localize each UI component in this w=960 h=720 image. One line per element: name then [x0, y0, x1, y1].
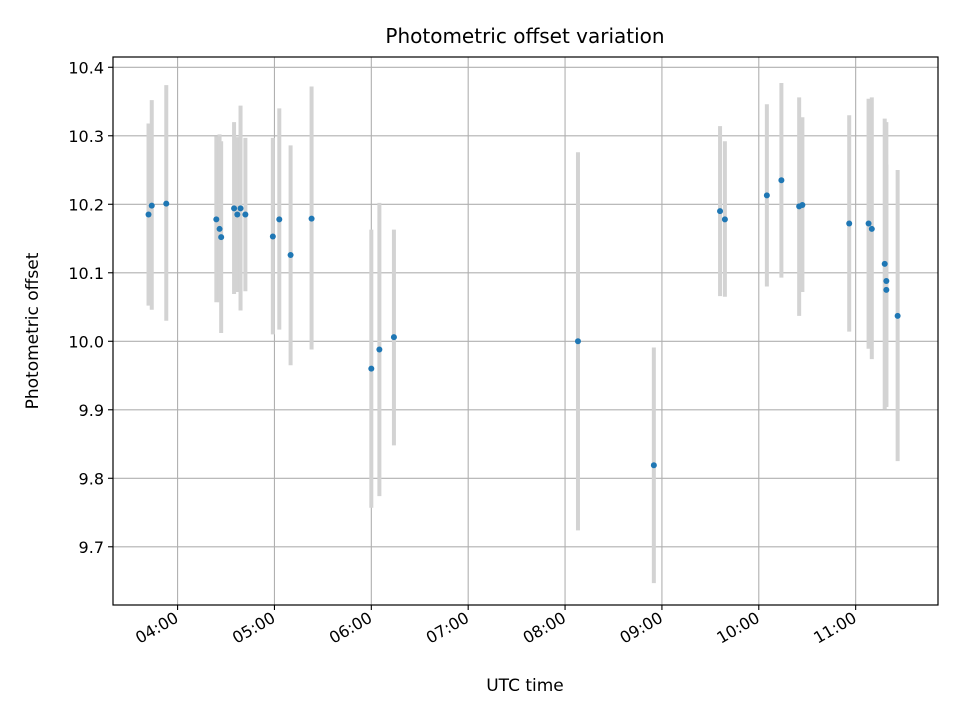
- data-point: [883, 286, 890, 293]
- data-point: [234, 211, 241, 218]
- y-axis-ticks: 9.7 9.8 9.9 10.0 10.1 10.2 10.3 10.4: [68, 58, 113, 557]
- y-tick-label: 9.9: [79, 401, 104, 420]
- data-point: [287, 251, 294, 258]
- data-point: [650, 462, 657, 469]
- data-point: [390, 334, 397, 341]
- data-point: [216, 225, 223, 232]
- y-axis-title: Photometric offset: [23, 252, 43, 409]
- data-point: [376, 346, 383, 353]
- data-point: [218, 234, 225, 241]
- data-point: [237, 205, 244, 212]
- data-point: [213, 216, 220, 223]
- data-point: [269, 233, 276, 240]
- data-point: [231, 205, 238, 212]
- data-point: [574, 338, 581, 345]
- data-point: [883, 277, 890, 284]
- data-point: [145, 211, 152, 218]
- y-tick-label: 9.7: [79, 538, 104, 557]
- plot-frame: [112, 56, 939, 606]
- data-point: [276, 216, 283, 223]
- data-point: [242, 211, 249, 218]
- data-point: [881, 260, 888, 267]
- data-point: [894, 312, 901, 319]
- data-point: [799, 201, 806, 208]
- data-point: [763, 192, 770, 199]
- data-point: [846, 220, 853, 227]
- data-point: [865, 220, 872, 227]
- data-point: [868, 225, 875, 232]
- y-tick-label: 9.8: [79, 469, 104, 488]
- x-axis-title: UTC time: [486, 676, 564, 696]
- data-point: [717, 208, 724, 215]
- y-tick-label: 10.2: [68, 195, 104, 214]
- data-point: [721, 216, 728, 223]
- y-tick-label: 10.1: [68, 264, 104, 283]
- data-point: [308, 215, 315, 222]
- y-tick-label: 10.0: [68, 332, 104, 351]
- y-tick-label: 10.3: [68, 127, 104, 146]
- data-point: [148, 202, 155, 209]
- data-point: [368, 365, 375, 372]
- data-points: [145, 177, 901, 469]
- y-tick-label: 10.4: [68, 58, 104, 77]
- data-point: [778, 177, 785, 184]
- data-point: [163, 200, 170, 207]
- chart-title: Photometric offset variation: [385, 24, 664, 48]
